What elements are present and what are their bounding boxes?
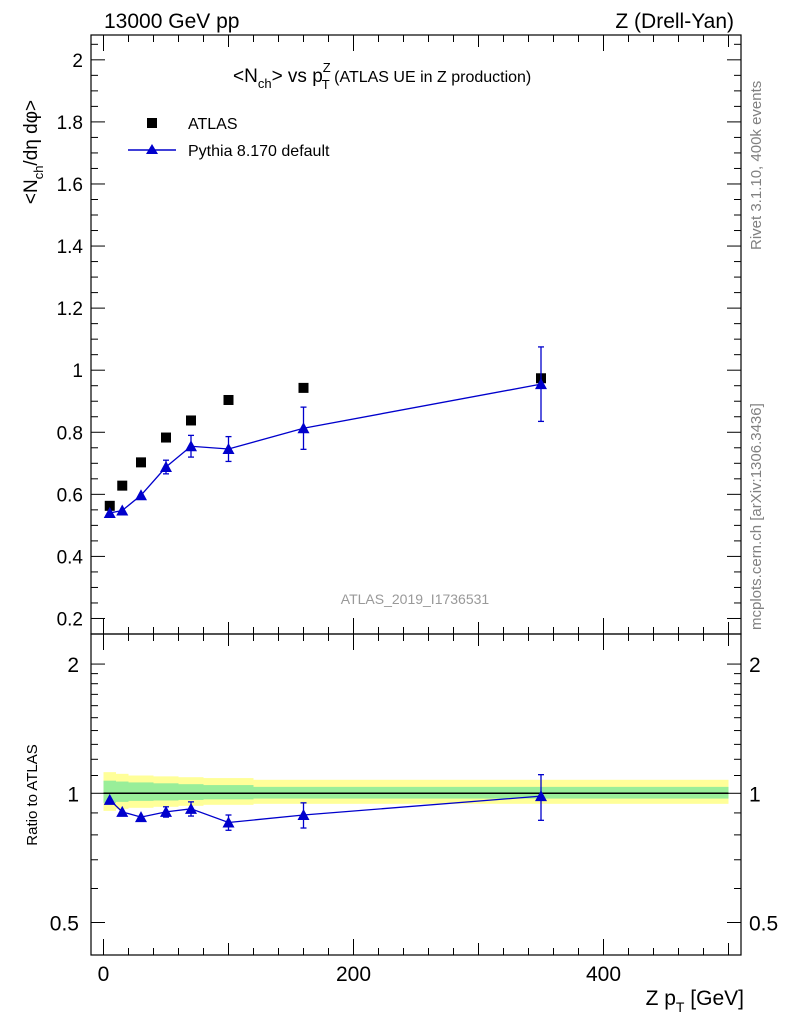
pythia-point [135,489,147,501]
ratio-band-green [128,782,154,801]
main-ylabel: <Nch/dη dφ> [21,100,46,204]
ratio-point [103,793,116,805]
main-ylabel-b: /dη dφ> [21,100,42,166]
ratio-band-green [103,780,116,803]
ratio-ytick-label-right: 0.5 [749,912,778,935]
pythia-point [535,378,547,390]
ratio-band-green [203,785,254,800]
xlabel-b: [GeV] [684,987,744,1010]
atlas-point [223,394,234,405]
main-ylabel-sub: ch [31,166,46,180]
atlas-point [104,500,115,511]
title-a: <N [233,66,258,87]
ratio-ytick-label: 0.5 [50,912,79,935]
ratio-band-green [116,781,129,802]
main-ytick-label: 0.8 [57,423,83,444]
pythia-point [103,506,116,518]
ratio-ytick-label-right: 1 [749,783,761,806]
main-ytick-label: 0.2 [57,609,83,630]
ratio-band-green [178,784,204,800]
main-ytick-label: 1.6 [57,175,83,196]
title-b-sub: T [322,77,330,92]
legend-atlas-label: ATLAS [188,116,238,133]
main-ytick-label: 1.8 [57,113,83,134]
ratio-point [535,790,547,802]
main-ytick-label: 1.4 [57,237,84,258]
atlas-point [136,457,146,468]
ratio-point [222,816,235,828]
ratio-ytick-label: 2 [67,654,79,677]
atlas-point [298,382,309,393]
main-title: <Nch> vs pZ T (ATLAS UE in Z production) [233,60,531,92]
pythia-point [297,422,310,434]
main-ytick-label: 0.4 [57,547,84,568]
main-ytick-label: 2 [72,51,83,72]
ratio-point [297,809,310,821]
ratio-point [116,805,129,817]
ratio-band-green [153,783,179,801]
ratio-ylabel: Ratio to ATLAS [24,744,41,845]
header-right: Z (Drell-Yan) [615,10,734,33]
ratio-point [135,811,147,823]
xlabel-a: Z p [646,987,676,1010]
xtick-label: 400 [586,963,621,986]
ratio-frame [90,633,742,956]
pythia-point [160,461,172,473]
atlas-point [186,415,196,426]
atlas-point [161,432,171,443]
main-panel: 0.2 0.4 0.6 0.8 1 1.2 1.4 1.6 1.8 2 [57,34,742,635]
ratio-point [160,805,172,817]
ratio-point [185,802,197,814]
xlabel-sub: T [676,999,685,1015]
ratio-panel: 0.5 0.5 1 1 2 2 0 200 400 [50,633,778,986]
title-b: > vs p [272,66,323,87]
xtick-label: 200 [336,963,371,986]
header-left: 13000 GeV pp [104,10,239,33]
xlabel: Z pT [GeV] [646,987,744,1015]
main-ytick-label: 0.6 [57,485,83,506]
title-a-sub: ch [258,76,272,91]
rivet-label: Rivet 3.1.10, 400k events [748,81,765,250]
main-ylabel-a: <N [21,179,42,204]
main-ytick-label: 1.2 [57,299,83,320]
main-ytick-label: 1 [72,361,83,382]
legend-pythia-marker [146,144,158,154]
ratio-ytick-label-right: 2 [749,654,761,677]
watermark: ATLAS_2019_I1736531 [341,591,490,607]
xtick-label: 0 [98,963,110,986]
pythia-point [116,504,129,516]
legend-pythia-label: Pythia 8.170 default [188,143,330,160]
atlas-point [117,480,128,491]
ratio-ytick-label: 1 [67,783,79,806]
mcplots-label: mcplots.cern.ch [arXiv:1306.3436] [748,403,765,630]
pythia-point [222,443,235,455]
pythia-point [185,440,197,452]
title-c: (ATLAS UE in Z production) [330,69,532,86]
title-b-sup: Z [323,60,331,75]
pythia-line [109,383,542,514]
legend-atlas-marker [147,118,157,128]
